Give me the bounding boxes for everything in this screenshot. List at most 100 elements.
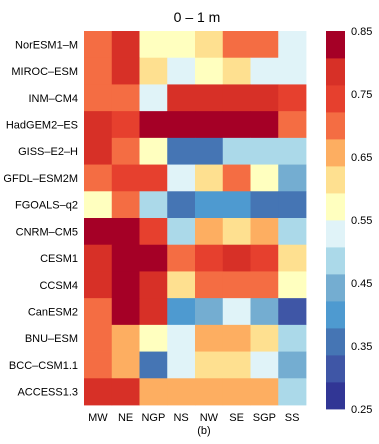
heatmap-cell bbox=[111, 298, 140, 326]
row-label: GISS–E2–H bbox=[18, 146, 78, 158]
heatmap-cell bbox=[195, 111, 224, 139]
heatmap-cell bbox=[250, 324, 279, 352]
heatmap-cell bbox=[222, 164, 251, 192]
heatmap-cell bbox=[278, 218, 307, 246]
heatmap-cell bbox=[167, 164, 196, 192]
heatmap-cell bbox=[167, 137, 196, 165]
heatmap-cell bbox=[167, 378, 196, 406]
heatmap-cell bbox=[195, 191, 224, 219]
heatmap-cell bbox=[111, 191, 140, 219]
row-label: ACCESS1.3 bbox=[17, 387, 78, 399]
heatmap-cell bbox=[222, 378, 251, 406]
heatmap-cell bbox=[195, 244, 224, 272]
heatmap-cell bbox=[84, 191, 113, 219]
heatmap-cell bbox=[139, 271, 168, 299]
heatmap-cell bbox=[84, 164, 113, 192]
row-label: INM–CM4 bbox=[28, 93, 78, 105]
heatmap-cell bbox=[111, 244, 140, 272]
heatmap-cell bbox=[250, 31, 279, 59]
colorbar-segment bbox=[326, 85, 345, 113]
heatmap-cell bbox=[167, 298, 196, 326]
heatmap-cell bbox=[250, 378, 279, 406]
heatmap-cell bbox=[250, 271, 279, 299]
heatmap-cell bbox=[278, 271, 307, 299]
heatmap-cell bbox=[139, 84, 168, 112]
colorbar-segment bbox=[326, 328, 345, 356]
heatmap-cell bbox=[84, 111, 113, 139]
heatmap-cell bbox=[195, 137, 224, 165]
colorbar-segment bbox=[326, 31, 345, 59]
heatmap-cell bbox=[167, 84, 196, 112]
heatmap-cell bbox=[167, 31, 196, 59]
colorbar-segment bbox=[326, 220, 345, 248]
colorbar-segment bbox=[326, 382, 345, 410]
heatmap-cell bbox=[278, 378, 307, 406]
heatmap-cell bbox=[111, 84, 140, 112]
column-label: NS bbox=[173, 412, 188, 424]
heatmap-cell bbox=[84, 31, 113, 59]
heatmap-cell bbox=[139, 324, 168, 352]
row-label: CCSM4 bbox=[39, 280, 78, 292]
heatmap-cell bbox=[167, 271, 196, 299]
heatmap-cell bbox=[111, 111, 140, 139]
colorbar-segment bbox=[326, 139, 345, 167]
heatmap-cell bbox=[167, 244, 196, 272]
heatmap-cell bbox=[84, 218, 113, 246]
heatmap-cell bbox=[195, 298, 224, 326]
heatmap-cell bbox=[111, 324, 140, 352]
row-label: HadGEM2–ES bbox=[6, 120, 78, 132]
heatmap-cell bbox=[167, 351, 196, 379]
heatmap-cell bbox=[84, 137, 113, 165]
heatmap-cell bbox=[250, 218, 279, 246]
row-label: GFDL–ESM2M bbox=[3, 173, 78, 185]
heatmap-cell bbox=[278, 164, 307, 192]
column-label: NGP bbox=[141, 412, 165, 424]
colorbar-tick-label: 0.55 bbox=[351, 215, 372, 227]
chart-title: 0 – 1 m bbox=[174, 9, 221, 25]
row-label: FGOALS–q2 bbox=[15, 200, 78, 212]
heatmap-cell bbox=[222, 111, 251, 139]
heatmap-cell bbox=[250, 351, 279, 379]
colorbar-segment bbox=[326, 112, 345, 140]
heatmap-cell bbox=[139, 191, 168, 219]
heatmap-cell bbox=[111, 57, 140, 85]
heatmap-cell bbox=[139, 111, 168, 139]
colorbar-segment bbox=[326, 301, 345, 329]
heatmap-cell bbox=[195, 351, 224, 379]
heatmap-cell bbox=[222, 271, 251, 299]
colorbar-segment bbox=[326, 274, 345, 302]
heatmap-cell bbox=[250, 137, 279, 165]
heatmap-cell bbox=[222, 298, 251, 326]
heatmap-cell bbox=[195, 378, 224, 406]
column-label: SGP bbox=[253, 412, 276, 424]
row-label: CNRM–CM5 bbox=[16, 226, 78, 238]
heatmap-cell bbox=[111, 218, 140, 246]
heatmap-cell bbox=[278, 31, 307, 59]
heatmap-cell bbox=[139, 218, 168, 246]
colorbar-tick-label: 0.75 bbox=[351, 89, 372, 101]
heatmap-cell bbox=[195, 164, 224, 192]
heatmap-cell bbox=[195, 271, 224, 299]
column-label: SE bbox=[229, 412, 244, 424]
heatmap-cell bbox=[250, 244, 279, 272]
heatmap-cell bbox=[167, 57, 196, 85]
heatmap-cell bbox=[222, 84, 251, 112]
colorbar-tick-label: 0.25 bbox=[351, 404, 372, 416]
column-label: SS bbox=[285, 412, 300, 424]
colorbar-segment bbox=[326, 193, 345, 221]
row-label: BCC–CSM1.1 bbox=[9, 360, 78, 372]
heatmap-cell bbox=[139, 298, 168, 326]
heatmap-cell bbox=[84, 298, 113, 326]
heatmap-cell bbox=[278, 244, 307, 272]
heatmap-cell bbox=[222, 351, 251, 379]
heatmap-cell bbox=[167, 218, 196, 246]
heatmap-cell bbox=[195, 324, 224, 352]
heatmap-cell bbox=[84, 378, 113, 406]
heatmap-cell bbox=[139, 378, 168, 406]
colorbar-segment bbox=[326, 247, 345, 275]
heatmap-cell bbox=[250, 164, 279, 192]
colorbar-tick-label: 0.35 bbox=[351, 341, 372, 353]
heatmap-cell bbox=[84, 244, 113, 272]
colorbar-segment bbox=[326, 166, 345, 194]
heatmap-cell bbox=[139, 57, 168, 85]
